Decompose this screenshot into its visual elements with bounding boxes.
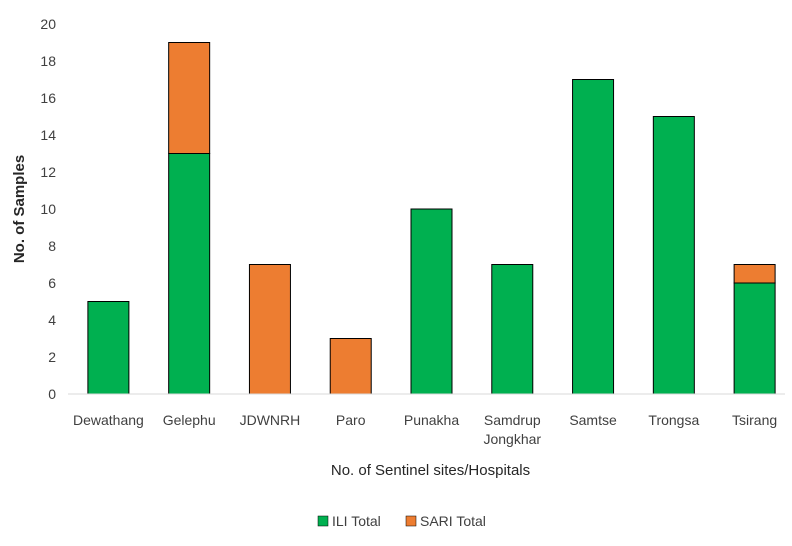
x-category-label: Punakha <box>404 412 459 428</box>
legend-label-sari: SARI Total <box>420 513 486 529</box>
y-tick-label: 2 <box>48 349 56 365</box>
bar-ili-gelephu <box>168 153 211 395</box>
bar-sari-tsirang <box>733 264 776 284</box>
x-category-label: Paro <box>336 412 366 428</box>
bar-ili-samdrup-jongkhar <box>491 264 534 395</box>
legend: ILI Total SARI Total <box>317 513 486 529</box>
bar-sari-jdwnrh <box>248 264 291 395</box>
x-category-label: Tsirang <box>732 412 777 428</box>
x-category-label: Dewathang <box>73 412 144 428</box>
y-tick-label: 4 <box>48 312 56 328</box>
bar-ili-dewathang <box>87 301 130 395</box>
bar-ili-tsirang <box>733 282 776 395</box>
y-tick-label: 0 <box>48 386 56 402</box>
y-tick-label: 12 <box>40 164 56 180</box>
x-axis-category-labels: Dewathang Gelephu JDWNRH Paro Punakha Samdrup… <box>73 412 777 447</box>
legend-swatch-sari <box>405 515 417 527</box>
bar-sari-gelephu <box>168 42 211 154</box>
legend-label-ili: ILI Total <box>332 513 381 529</box>
bar-ili-punakha <box>410 208 453 395</box>
x-category-label: JDWNRH <box>240 412 301 428</box>
bar-sari-paro <box>329 338 372 395</box>
y-tick-label: 8 <box>48 238 56 254</box>
y-tick-label: 16 <box>40 90 56 106</box>
bar-ili-samtse <box>572 79 615 395</box>
y-tick-label: 10 <box>40 201 56 217</box>
bar-ili-trongsa <box>652 116 695 395</box>
x-category-label: Gelephu <box>163 412 216 428</box>
y-axis-title: No. of Samples <box>11 155 28 263</box>
y-axis-ticks: 0 2 4 6 8 10 12 14 16 18 20 <box>40 16 56 402</box>
y-tick-label: 18 <box>40 53 56 69</box>
x-category-label: Samdrup Jongkhar <box>483 412 541 447</box>
y-tick-label: 20 <box>40 16 56 32</box>
x-category-label: Trongsa <box>648 412 699 428</box>
y-tick-label: 6 <box>48 275 56 291</box>
bars <box>87 42 776 395</box>
x-category-label: Samtse <box>569 412 617 428</box>
y-tick-label: 14 <box>40 127 56 143</box>
x-axis-title: No. of Sentinel sites/Hospitals <box>331 462 530 479</box>
legend-swatch-ili <box>317 515 329 527</box>
